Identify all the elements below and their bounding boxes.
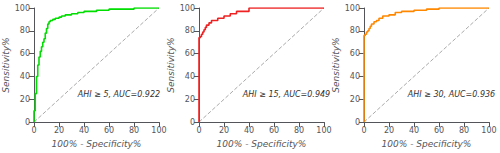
svg-text:60: 60 [350, 49, 360, 58]
svg-text:AHI ≥ 30, AUC=0.936: AHI ≥ 30, AUC=0.936 [407, 90, 495, 99]
svg-text:Sensitivity%: Sensitivity% [166, 37, 176, 92]
svg-text:100% - Specificity%: 100% - Specificity% [217, 139, 307, 149]
svg-text:60: 60 [434, 126, 444, 135]
svg-text:Sensitivity%: Sensitivity% [331, 37, 341, 92]
svg-text:80: 80 [129, 126, 139, 135]
svg-text:60: 60 [185, 49, 195, 58]
svg-text:AHI ≥ 15, AUC=0.949: AHI ≥ 15, AUC=0.949 [242, 90, 330, 99]
svg-text:40: 40 [409, 126, 419, 135]
svg-text:20: 20 [384, 126, 394, 135]
svg-text:0: 0 [31, 126, 36, 135]
svg-text:60: 60 [104, 126, 114, 135]
svg-text:60: 60 [20, 49, 30, 58]
svg-text:0: 0 [25, 118, 30, 127]
svg-text:40: 40 [244, 126, 254, 135]
svg-text:100: 100 [345, 4, 360, 13]
svg-text:0: 0 [355, 118, 360, 127]
svg-text:100: 100 [15, 4, 30, 13]
svg-text:100: 100 [180, 4, 195, 13]
svg-text:20: 20 [54, 126, 64, 135]
svg-text:100: 100 [481, 126, 496, 135]
svg-text:40: 40 [20, 72, 30, 81]
svg-text:80: 80 [459, 126, 469, 135]
svg-text:100: 100 [151, 126, 166, 135]
svg-text:20: 20 [185, 95, 195, 104]
svg-text:40: 40 [185, 72, 195, 81]
svg-text:80: 80 [20, 26, 30, 35]
svg-text:80: 80 [350, 26, 360, 35]
svg-text:80: 80 [294, 126, 304, 135]
svg-text:40: 40 [79, 126, 89, 135]
svg-text:20: 20 [350, 95, 360, 104]
svg-text:0: 0 [190, 118, 195, 127]
svg-text:40: 40 [350, 72, 360, 81]
svg-text:20: 20 [20, 95, 30, 104]
svg-text:80: 80 [185, 26, 195, 35]
svg-text:Sensitivity%: Sensitivity% [1, 37, 11, 92]
svg-text:60: 60 [269, 126, 279, 135]
svg-text:100: 100 [316, 126, 331, 135]
svg-text:AHI ≥ 5, AUC=0.922: AHI ≥ 5, AUC=0.922 [77, 90, 160, 99]
svg-text:20: 20 [219, 126, 229, 135]
svg-text:100% - Specificity%: 100% - Specificity% [52, 139, 142, 149]
svg-text:0: 0 [196, 126, 201, 135]
svg-text:100% - Specificity%: 100% - Specificity% [382, 139, 472, 149]
svg-text:0: 0 [361, 126, 366, 135]
